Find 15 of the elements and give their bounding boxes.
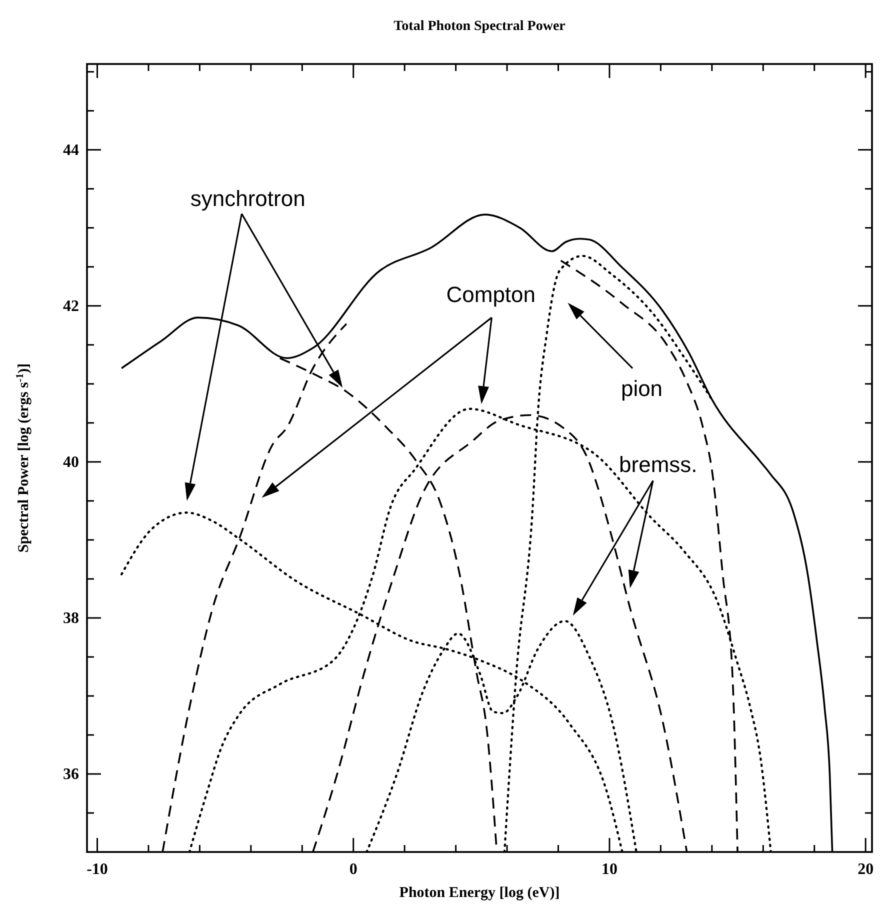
y-tick-label: 42 bbox=[63, 298, 79, 315]
y-tick-label: 38 bbox=[63, 610, 79, 627]
x-tick-label: -10 bbox=[86, 861, 108, 878]
chart-title: Total Photon Spectral Power bbox=[394, 19, 566, 34]
annotation: bremss. bbox=[619, 452, 698, 478]
annotation: Compton bbox=[446, 282, 536, 308]
y-tick-label: 44 bbox=[63, 142, 79, 159]
y-tick-label: 40 bbox=[63, 454, 79, 471]
x-tick-label: 20 bbox=[858, 861, 874, 878]
x-axis-title: Photon Energy [log (eV)] bbox=[399, 885, 560, 901]
x-tick-label: 10 bbox=[601, 861, 618, 878]
annotation: pion bbox=[620, 376, 663, 401]
x-tick-label: 0 bbox=[349, 861, 358, 878]
annotation: synchrotron bbox=[190, 186, 306, 212]
y-tick-label: 36 bbox=[63, 766, 79, 783]
